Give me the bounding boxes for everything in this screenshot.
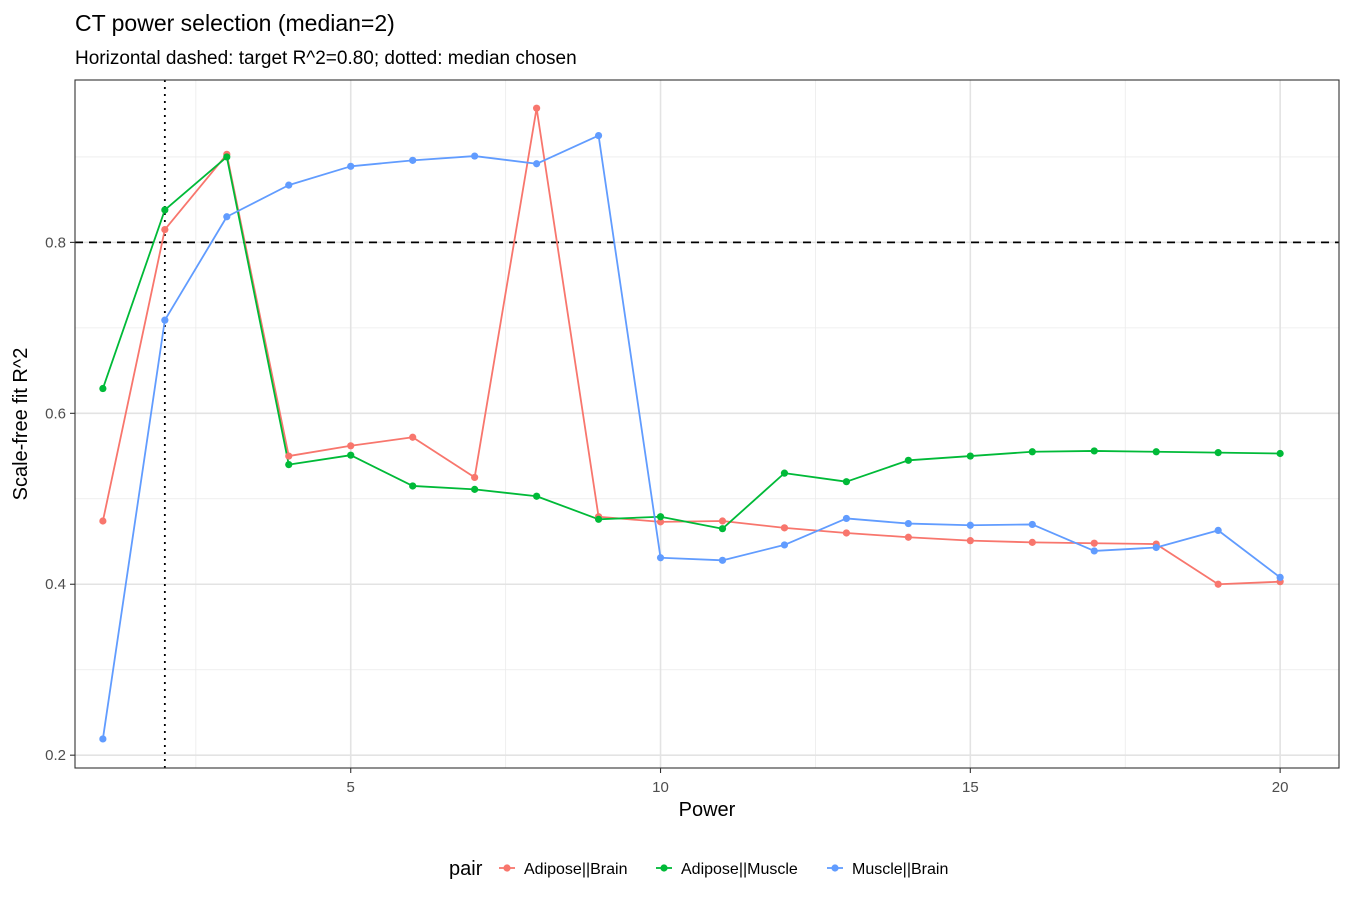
data-point <box>347 451 355 459</box>
y-tick-label: 0.8 <box>45 234 66 251</box>
x-tick-label: 5 <box>347 779 355 796</box>
data-point <box>904 533 912 541</box>
data-point <box>409 482 417 490</box>
data-point <box>780 524 789 532</box>
data-point <box>1276 449 1284 458</box>
data-point <box>656 513 665 521</box>
plot-border <box>74 79 1340 769</box>
data-point <box>966 537 974 545</box>
data-point <box>780 541 789 549</box>
data-point <box>161 225 169 234</box>
data-point <box>1276 573 1284 582</box>
data-point <box>223 213 231 221</box>
data-point <box>718 517 727 525</box>
data-point <box>99 384 107 393</box>
data-point <box>904 519 912 528</box>
data-point <box>718 525 727 533</box>
x-tick-label: 10 <box>652 779 669 796</box>
data-point <box>1028 538 1036 546</box>
data-point <box>533 104 541 112</box>
y-axis-title: Scale-free fit R^2 <box>10 348 32 501</box>
data-point <box>594 515 603 523</box>
series-layer <box>99 104 1284 743</box>
data-point <box>285 460 293 469</box>
data-point <box>471 152 479 160</box>
x-tick-label: 15 <box>962 779 979 796</box>
legend-label: Muscle||Brain <box>852 861 948 878</box>
data-point <box>842 529 851 537</box>
data-point <box>99 735 107 743</box>
data-point <box>1090 447 1098 455</box>
series-line-2 <box>101 134 1281 740</box>
data-point <box>1214 526 1222 535</box>
data-point <box>1090 539 1098 547</box>
grid-lines <box>75 80 1339 768</box>
data-point <box>1152 448 1160 456</box>
legend-item: Adipose||Brain <box>499 861 627 878</box>
plot-background <box>75 80 1339 768</box>
data-point <box>161 316 169 324</box>
axis-ticks: 5 10 15 20 0.2 0.4 0.6 0.8 <box>45 234 1288 796</box>
data-point <box>1028 448 1036 456</box>
data-point <box>223 153 231 161</box>
data-point <box>1214 580 1222 588</box>
legend: pair Adipose||Brain Adipose||Muscle Muscle… <box>449 858 948 880</box>
reference-lines <box>75 80 1339 768</box>
series-line-0 <box>101 107 1281 586</box>
y-tick-label: 0.4 <box>45 576 66 593</box>
data-point <box>966 452 974 460</box>
legend-title: pair <box>449 858 483 880</box>
data-point <box>1152 543 1160 552</box>
legend-item: Muscle||Brain <box>827 861 948 878</box>
data-point <box>1090 547 1098 555</box>
legend-key-point <box>503 864 511 872</box>
legend-item: Adipose||Muscle <box>656 861 798 878</box>
legend-key-point <box>660 864 668 872</box>
x-axis-title: Power <box>679 799 736 821</box>
y-tick-label: 0.2 <box>45 747 66 764</box>
data-point <box>285 452 293 460</box>
data-point <box>471 473 479 482</box>
data-point <box>594 131 603 140</box>
data-point <box>718 556 727 564</box>
data-point <box>1214 449 1222 457</box>
chart-title: CT power selection (median=2) <box>75 10 395 36</box>
x-tick-label: 20 <box>1272 779 1289 796</box>
data-point <box>780 469 789 477</box>
data-point <box>904 456 912 464</box>
data-point <box>161 206 169 214</box>
data-point <box>656 518 665 526</box>
data-point <box>533 492 541 500</box>
data-point <box>842 514 851 523</box>
data-point <box>471 485 479 493</box>
data-point <box>409 156 417 164</box>
chart-subtitle: Horizontal dashed: target R^2=0.80; dott… <box>75 48 577 69</box>
data-point <box>533 160 541 168</box>
legend-label: Adipose||Brain <box>524 861 627 878</box>
legend-label: Adipose||Muscle <box>681 861 798 878</box>
data-point <box>285 181 293 189</box>
data-point <box>1028 520 1036 529</box>
data-point <box>99 517 107 525</box>
data-point <box>347 162 355 170</box>
data-point <box>347 442 355 450</box>
data-point <box>409 433 417 441</box>
data-point <box>656 554 665 562</box>
legend-key-point <box>831 864 839 872</box>
y-tick-label: 0.6 <box>45 405 66 422</box>
data-point <box>842 478 851 486</box>
data-point <box>966 521 974 529</box>
series-line-1 <box>102 156 1281 530</box>
